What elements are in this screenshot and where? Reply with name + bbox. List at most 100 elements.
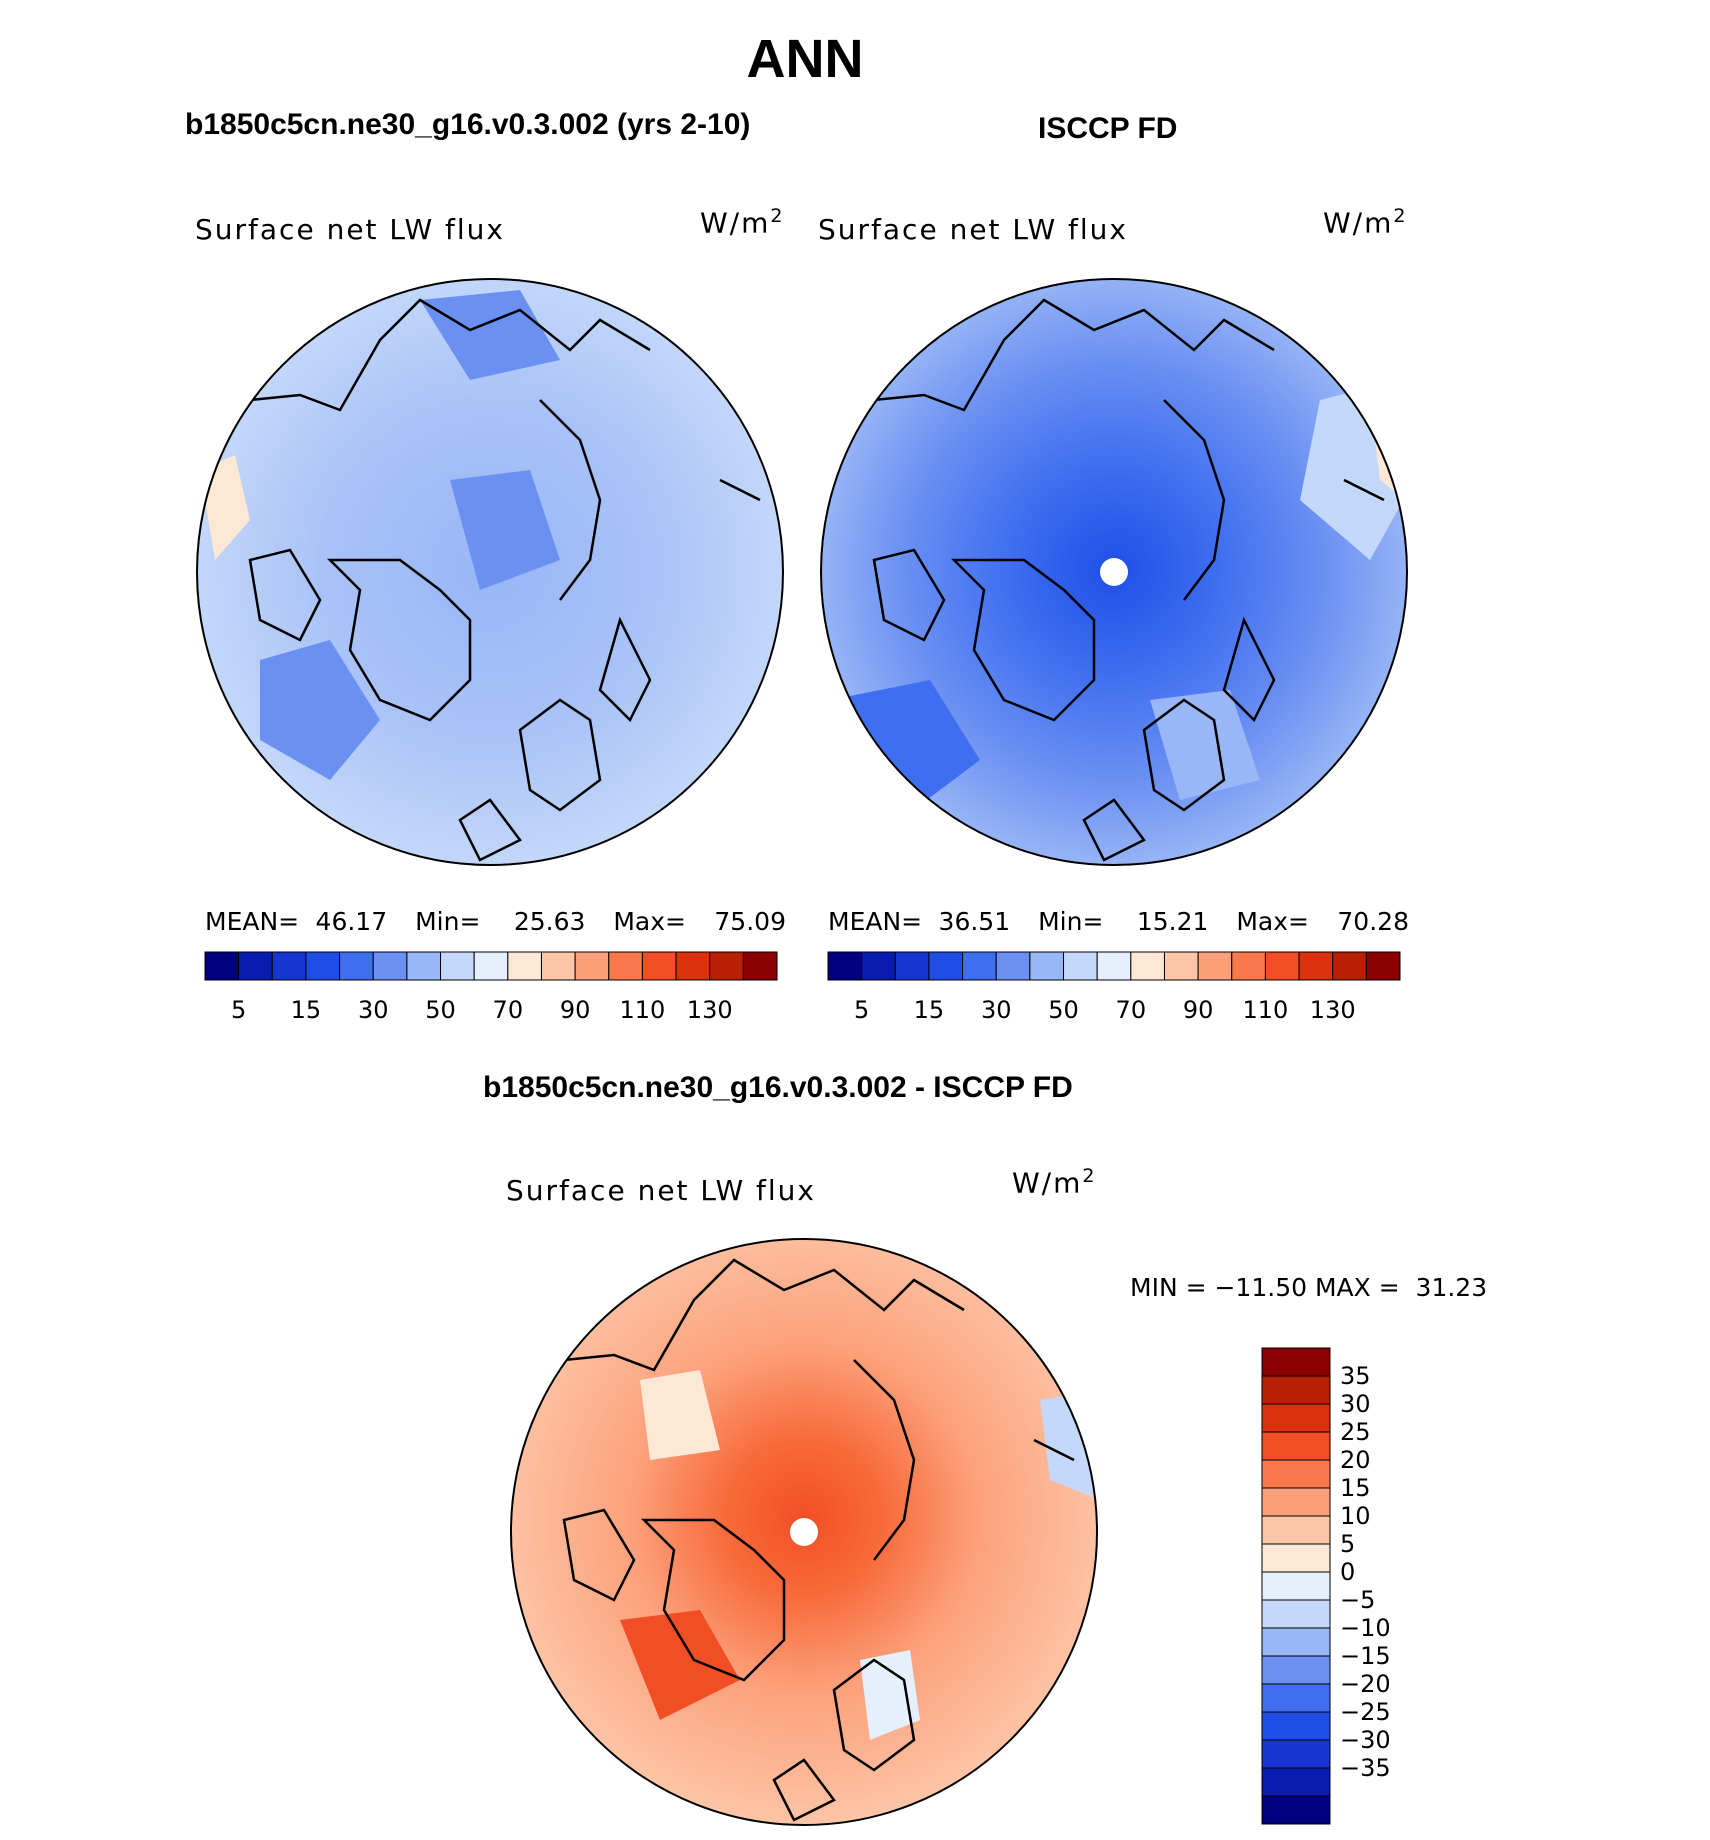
diff-colorbar-tick-label: 30 xyxy=(1340,1390,1371,1418)
diff-colorbar-swatch xyxy=(1261,1711,1331,1741)
diff-colorbar-tick-label: −15 xyxy=(1340,1642,1391,1670)
diff-colorbar-swatch xyxy=(1261,1375,1331,1405)
panel-2-colorbar-tick-label: 90 xyxy=(1183,996,1214,1024)
panel-1-units: W/m2 xyxy=(700,205,785,240)
panel-2-coastlines xyxy=(872,298,1385,862)
diff-small-patch xyxy=(640,1370,720,1460)
panel-2-units: W/m2 xyxy=(1323,205,1408,240)
panel-1-colorbar-swatch xyxy=(675,951,711,981)
diff-units: W/m2 xyxy=(1012,1165,1097,1200)
panel-2-colorbar-tick-label: 70 xyxy=(1116,996,1147,1024)
panel-1-map xyxy=(196,278,784,866)
diff-colorbar-swatch xyxy=(1261,1599,1331,1629)
diff-colorbar-tick-label: −30 xyxy=(1340,1726,1391,1754)
panel-2-colorbar-swatch xyxy=(995,951,1031,981)
panel-1-colorbar-tick-label: 70 xyxy=(493,996,524,1024)
diff-coastlines xyxy=(562,1258,1075,1822)
panel-2-colorbar-tick-label: 30 xyxy=(981,996,1012,1024)
diff-variable-label: Surface net LW flux xyxy=(506,1174,816,1207)
panel-2-stats: MEAN= 36.51 Min= 15.21 Max= 70.28 xyxy=(828,907,1409,936)
diff-map-boundary xyxy=(510,1238,1098,1826)
diff-colorbar-tick-label: −25 xyxy=(1340,1698,1391,1726)
panel-1-colorbar-swatch xyxy=(271,951,307,981)
diff-colorbar-swatch xyxy=(1261,1459,1331,1489)
diff-colorbar-swatch xyxy=(1261,1655,1331,1685)
panel-1-colorbar-tick-label: 15 xyxy=(291,996,322,1024)
diff-colorbar-tick-label: −35 xyxy=(1340,1754,1391,1782)
panel-1-colorbar-swatch xyxy=(574,951,610,981)
diff-colorbar-swatch xyxy=(1261,1571,1331,1601)
diff-colorbar-swatch xyxy=(1261,1487,1331,1517)
panel-1-cold-patch xyxy=(260,640,380,780)
panel-1-colorbar-swatch xyxy=(339,951,374,981)
panel-1-cold-patch xyxy=(450,470,560,590)
panel-2-colorbar-swatch xyxy=(1029,951,1065,981)
panel-1-colorbar-swatch xyxy=(204,951,240,981)
panel-2-pole-mask xyxy=(1100,558,1128,586)
panel-1-colorbar-tick-label: 110 xyxy=(620,996,666,1024)
diff-colorbar-swatch xyxy=(1261,1347,1331,1377)
panel-2-colorbar-swatch xyxy=(1163,951,1199,981)
diff-colorbar-swatch xyxy=(1261,1767,1331,1797)
panel-2-colorbar-swatch xyxy=(1130,951,1165,981)
panel-2-map-boundary xyxy=(820,278,1408,866)
panel-2-colorbar-swatch xyxy=(861,951,896,981)
diff-colorbar-tick-label: −20 xyxy=(1340,1670,1391,1698)
diff-map xyxy=(510,1238,1098,1826)
panel-1-colorbar-swatch xyxy=(742,951,778,981)
diff-colorbar-swatch xyxy=(1261,1515,1331,1545)
panel-2-colorbar-swatch xyxy=(827,951,863,981)
panel-2-colorbar-swatch xyxy=(928,951,964,981)
diff-colorbar-tick-label: 35 xyxy=(1340,1362,1371,1390)
panel-1-colorbar-swatch xyxy=(406,951,442,981)
panel-1-colorbar-swatch xyxy=(507,951,542,981)
panel-1-colorbar-tick-label: 5 xyxy=(231,996,246,1024)
panel-1-colorbar-swatch xyxy=(440,951,475,981)
panel-2-colorbar-swatch xyxy=(1096,951,1132,981)
page-title: ANN xyxy=(746,29,864,89)
panel-2-map xyxy=(820,278,1408,866)
panel-1-colorbar-swatch xyxy=(709,951,744,981)
panel-1-colorbar-swatch xyxy=(641,951,677,981)
diff-colorbar-tick-label: 10 xyxy=(1340,1502,1371,1530)
panel-2-colorbar-swatch xyxy=(1197,951,1233,981)
panel-2-variable-label: Surface net LW flux xyxy=(818,213,1128,246)
diff-colorbar-tick-label: 25 xyxy=(1340,1418,1371,1446)
diff-colorbar-swatch xyxy=(1261,1683,1331,1713)
diff-colorbar-tick-label: 0 xyxy=(1340,1558,1355,1586)
panel-1-coastlines xyxy=(248,298,761,862)
panel-1-colorbar-tick-label: 90 xyxy=(560,996,591,1024)
panel-2-colorbar-swatch xyxy=(1332,951,1367,981)
panel-1-colorbar-swatch xyxy=(305,951,341,981)
panel-1-colorbar-swatch xyxy=(473,951,509,981)
panel-2-colorbar: 5 15 30 50 70 90 110 130 xyxy=(827,951,1401,1024)
panel-1-colorbar-swatch xyxy=(238,951,273,981)
panel-2-colorbar-tick-label: 110 xyxy=(1243,996,1289,1024)
diff-high-patch xyxy=(620,1610,740,1720)
panel-1-stats: MEAN= 46.17 Min= 25.63 Max= 75.09 xyxy=(205,907,786,936)
panel-1-colorbar-tick-label: 30 xyxy=(358,996,389,1024)
panel-1-colorbar-tick-label: 130 xyxy=(687,996,733,1024)
panel-2-colorbar-swatch xyxy=(962,951,997,981)
panel-1-warm-patch xyxy=(200,455,250,560)
panel-2-colorbar-tick-label: 15 xyxy=(914,996,945,1024)
diff-negative-patch xyxy=(860,1650,920,1740)
panel-2-colorbar-swatch xyxy=(1264,951,1300,981)
diff-colorbar-tick-label: 20 xyxy=(1340,1446,1371,1474)
panel-1-colorbar-swatch xyxy=(540,951,576,981)
diff-colorbar-swatch xyxy=(1261,1739,1331,1769)
panel-2-colorbar-swatch xyxy=(1063,951,1098,981)
panel-2-colorbar-tick-label: 50 xyxy=(1048,996,1079,1024)
diff-title: b1850c5cn.ne30_g16.v0.3.002 - ISCCP FD xyxy=(483,1071,1073,1104)
diff-pole-mask xyxy=(790,1518,818,1546)
diff-colorbar-swatch xyxy=(1261,1795,1331,1825)
diff-colorbar-tick-label: −5 xyxy=(1340,1586,1375,1614)
diff-colorbar-swatch xyxy=(1261,1627,1331,1657)
panel-2-colorbar-swatch xyxy=(1231,951,1266,981)
panel-1-colorbar-tick-label: 50 xyxy=(425,996,456,1024)
panel-2-colorbar-swatch xyxy=(1365,951,1401,981)
panel-2-case-title: ISCCP FD xyxy=(1038,112,1178,145)
panel-2-colorbar-tick-label: 5 xyxy=(854,996,869,1024)
